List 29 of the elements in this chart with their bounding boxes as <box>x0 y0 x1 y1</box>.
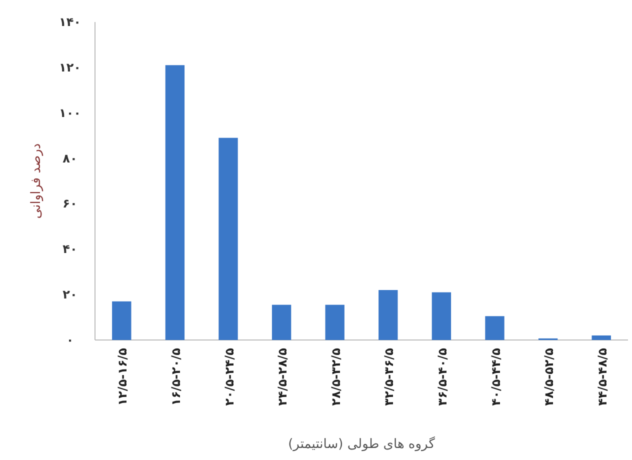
x-axis-title: گروه های طولی (سانتیمتر) <box>288 436 436 452</box>
y-tick-label: ۱۰۰ <box>59 106 81 120</box>
bar <box>165 65 185 340</box>
x-tick-label: ۲۰/۵-۲۴/۵ <box>222 348 236 406</box>
bar <box>112 301 132 340</box>
x-tick-label: ۴۰/۵-۴۴/۵ <box>488 348 503 406</box>
bar <box>325 304 344 340</box>
x-tick-label: ۴۴/۵-۴۸/۵ <box>595 348 610 406</box>
y-tick-label: ۶۰ <box>62 196 78 211</box>
bar <box>485 316 504 340</box>
bar <box>378 290 398 340</box>
y-tick-label: ۰ <box>66 333 74 347</box>
y-tick-label: ۱۴۰ <box>59 15 81 29</box>
y-tick-label: ۸۰ <box>62 151 78 166</box>
x-tick-label: ۴۸/۵-۵۲/۵ <box>542 348 556 406</box>
y-tick-label: ۴۰ <box>62 242 78 256</box>
x-tick-label: ۲۸/۵-۳۲/۵ <box>328 348 343 406</box>
bar <box>272 304 292 340</box>
x-tick-label: ۱۲/۵-۱۶/۵ <box>116 348 130 406</box>
bar <box>432 292 452 340</box>
bar <box>592 335 611 340</box>
x-tick-label: ۳۲/۵-۳۶/۵ <box>382 348 396 406</box>
x-tick-label: ۲۴/۵-۲۸/۵ <box>276 348 290 406</box>
x-tick-label: ۱۶/۵-۲۰/۵ <box>168 348 183 406</box>
y-axis-title: درصد فراوانی <box>29 143 44 219</box>
y-tick-label: ۱۲۰ <box>59 60 81 74</box>
x-tick-label: ۳۶/۵-۴۰/۵ <box>435 348 450 406</box>
y-tick-label: ۲۰ <box>62 288 78 302</box>
bar <box>218 138 238 340</box>
